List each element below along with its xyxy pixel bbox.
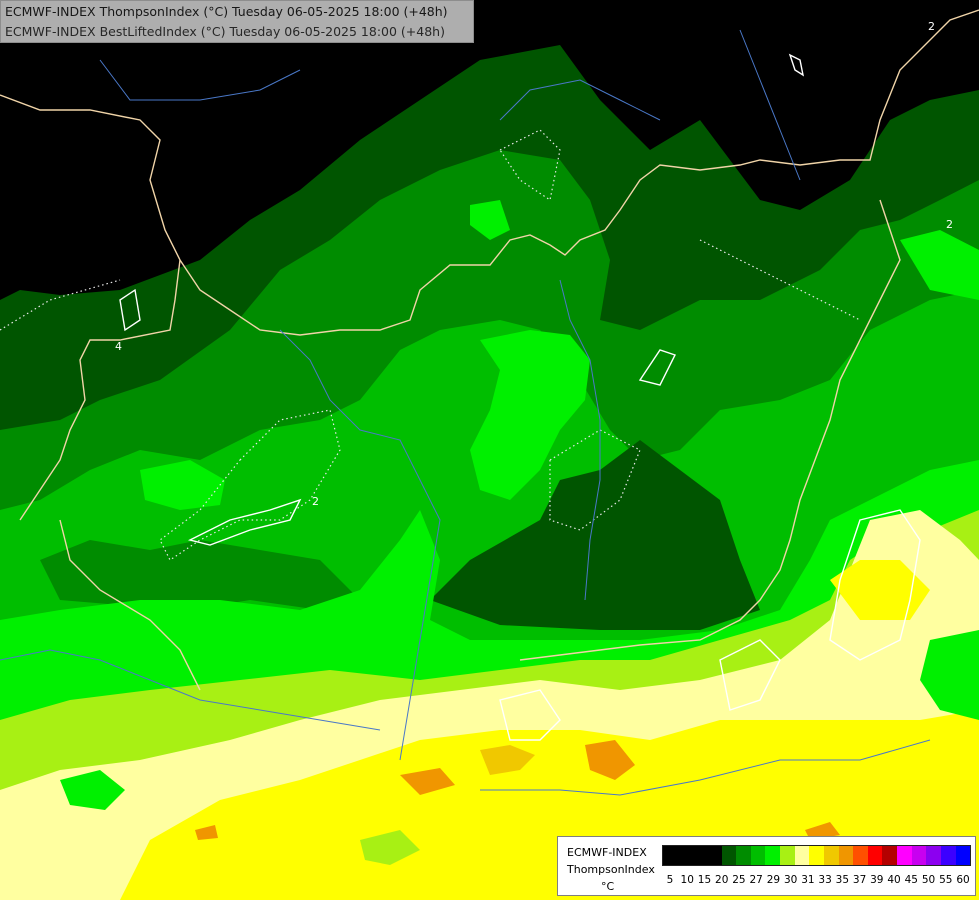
thompson-contours: [119, 53, 921, 741]
legend-tick-label: 33: [818, 874, 832, 886]
legend-swatch: [692, 846, 707, 865]
map-title-primary: ECMWF-INDEX ThompsonIndex (°C) Tuesday 0…: [5, 4, 448, 19]
field-37-spot-c: [400, 768, 455, 795]
legend-swatch: [853, 846, 868, 865]
rivers: [0, 29, 931, 796]
field-dark-pocket-west: [40, 540, 360, 610]
legend-swatch: [721, 846, 737, 865]
legend-tick-label: 37: [852, 874, 867, 886]
field-35-east: [830, 560, 930, 620]
field-37-spot-b: [585, 740, 635, 780]
field-37-spot-a: [480, 745, 535, 775]
contour-label: 2: [946, 218, 953, 231]
legend-swatch: [897, 846, 912, 865]
legend-tick-label: 55: [939, 874, 953, 886]
legend-tick-label: 35: [835, 874, 850, 886]
field-30-se: [920, 630, 979, 720]
legend-tick-label: 20: [715, 874, 729, 886]
legend-index-name: ThompsonIndex: [567, 863, 655, 876]
legend-tick-label: 60: [956, 874, 970, 886]
legend-tick-label: 25: [732, 874, 746, 886]
legend-tick-label: 5: [666, 874, 674, 886]
legend-swatch: [663, 846, 678, 865]
field-30-blob-a: [140, 460, 225, 510]
legend-swatch: [706, 846, 722, 865]
field-30-blob-b: [470, 200, 510, 240]
legend-swatch: [838, 846, 854, 865]
legend-swatch: [750, 846, 766, 865]
field-31-south-b: [360, 830, 420, 865]
legend-tick-label: 40: [887, 874, 901, 886]
field-37-spot-d: [195, 825, 218, 840]
legend-tick-labels: 5 10 15 20 25 27 29 30 31 33 35 37 39 40 45 50 55 60: [662, 874, 971, 888]
legend-tick-label: 31: [801, 874, 815, 886]
field-37-spot-e: [805, 822, 840, 840]
legend-swatch: [780, 846, 795, 865]
field-dark-pocket-east: [430, 440, 760, 630]
legend-color-bar: [662, 845, 971, 866]
legend-swatch: [926, 846, 941, 865]
legend-tick-label: 27: [749, 874, 763, 886]
legend-swatch: [809, 846, 824, 865]
legend-title: ECMWF-INDEX: [567, 846, 647, 859]
legend-swatch: [911, 846, 927, 865]
field-30-blob-c: [900, 230, 979, 300]
legend-swatch: [955, 846, 971, 865]
contour-label: 2: [928, 20, 935, 33]
legend-swatch: [794, 846, 810, 865]
lifted-index-contours: [0, 129, 861, 561]
legend-swatch: [736, 846, 751, 865]
legend-tick-label: 10: [680, 874, 694, 886]
color-legend: ECMWF-INDEX ThompsonIndex °C 5 10 15 20 25 27…: [557, 836, 976, 896]
country-borders: [0, 9, 979, 691]
legend-tick-label: 50: [921, 874, 936, 886]
legend-tick-label: 15: [697, 874, 712, 886]
field-30-south-a: [60, 770, 125, 810]
contour-label: 4: [115, 340, 122, 353]
legend-swatch: [677, 846, 693, 865]
legend-swatch: [765, 846, 780, 865]
legend-swatch: [823, 846, 839, 865]
legend-unit: °C: [601, 880, 615, 893]
legend-swatch: [940, 846, 956, 865]
map-title-box: ECMWF-INDEX ThompsonIndex (°C) Tuesday 0…: [0, 0, 474, 43]
legend-tick-label: 29: [766, 874, 781, 886]
legend-tick-label: 30: [783, 874, 798, 886]
contour-labels: 2 2 4 2: [115, 20, 953, 508]
field-30-central: [470, 330, 590, 500]
map-title-secondary: ECMWF-INDEX BestLiftedIndex (°C) Tuesday…: [5, 24, 445, 39]
legend-swatch: [867, 846, 883, 865]
legend-tick-label: 45: [904, 874, 918, 886]
legend-swatch: [882, 846, 897, 865]
legend-tick-label: 39: [870, 874, 884, 886]
contour-label: 2: [312, 495, 319, 508]
